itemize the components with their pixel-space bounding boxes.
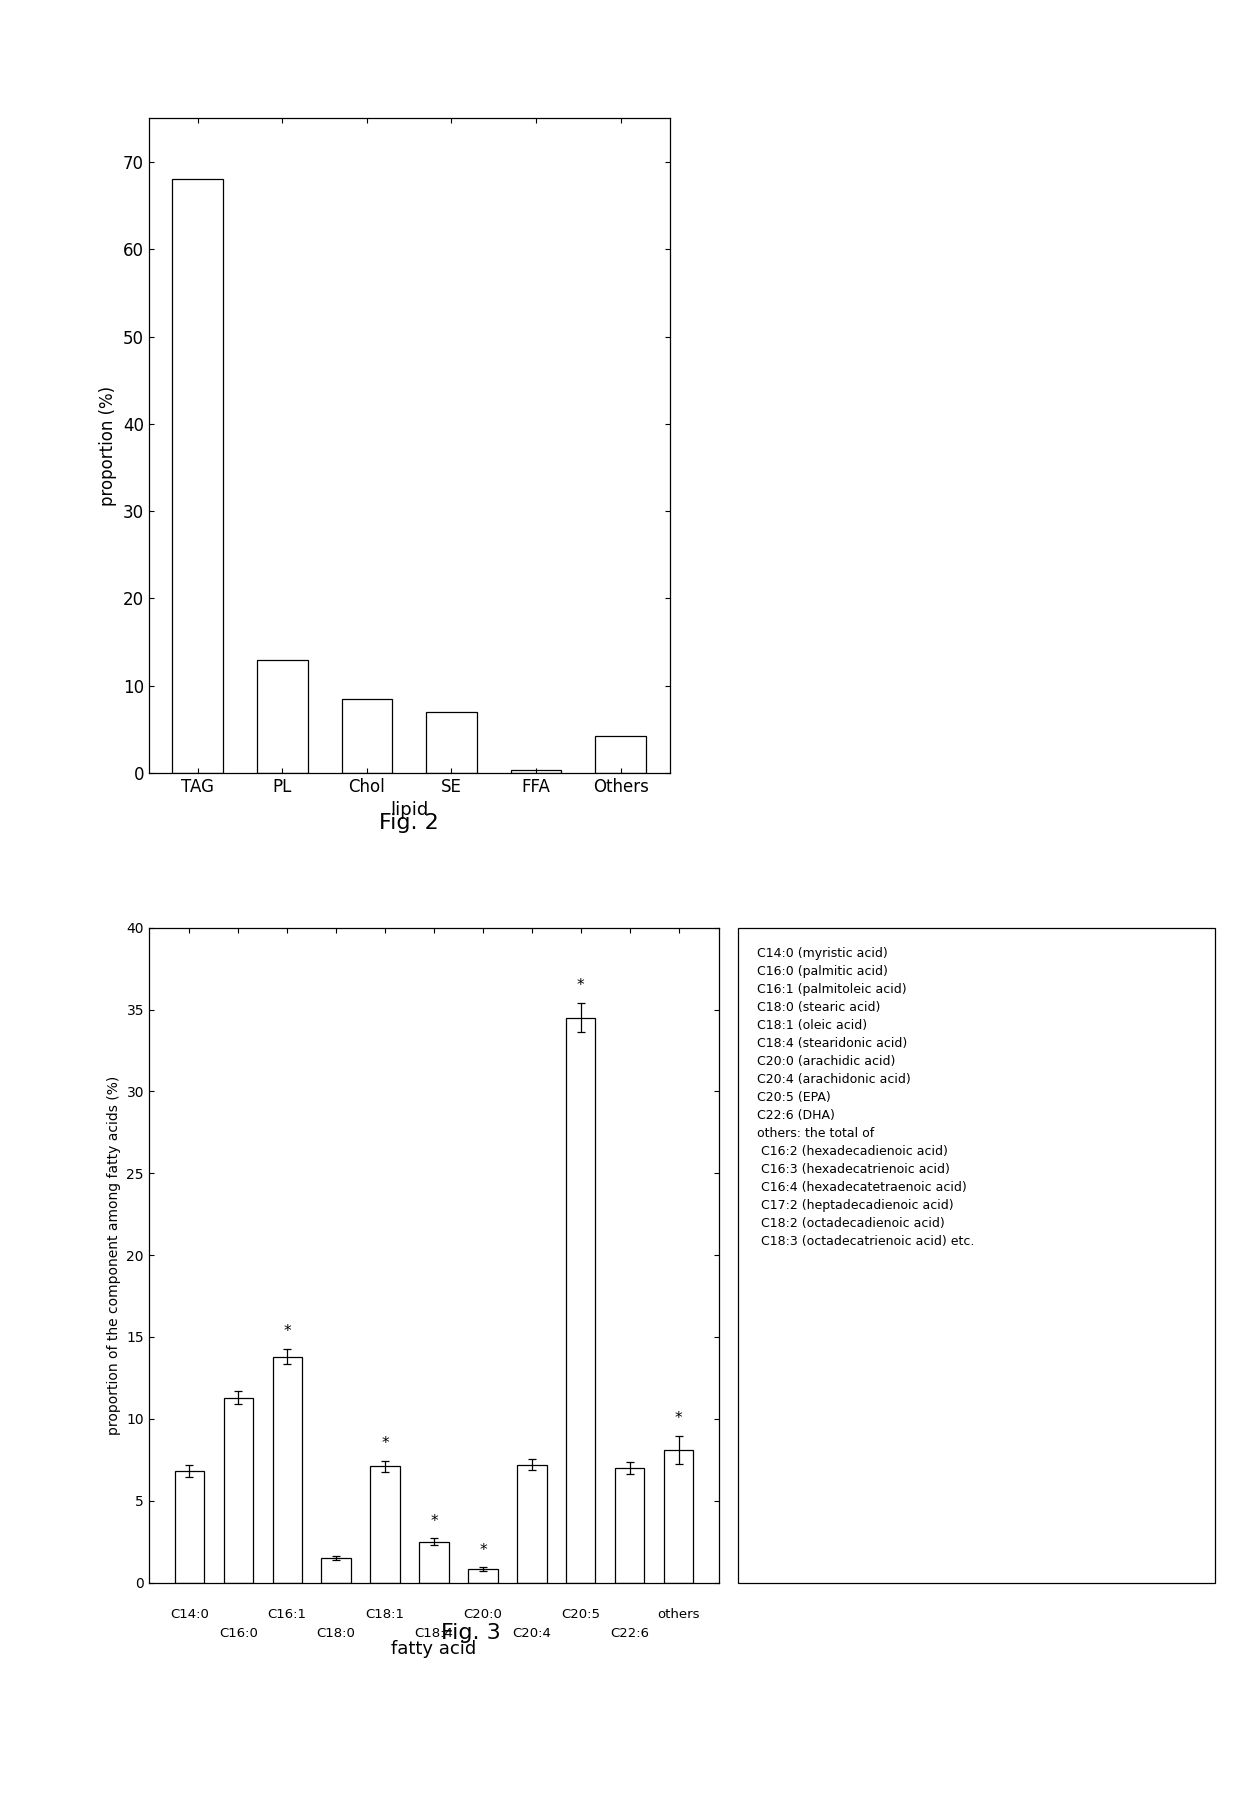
Bar: [595, 737, 646, 773]
Bar: [257, 660, 308, 773]
Text: C22:6: C22:6: [610, 1626, 650, 1641]
Text: *: *: [577, 979, 584, 993]
Text: others: others: [657, 1608, 699, 1621]
Bar: [517, 1464, 547, 1583]
Bar: [511, 771, 562, 773]
Text: C20:4: C20:4: [512, 1626, 552, 1641]
Text: Fig. 3: Fig. 3: [441, 1623, 501, 1643]
Bar: [663, 1450, 693, 1583]
Text: C16:0: C16:0: [219, 1626, 258, 1641]
Bar: [419, 1543, 449, 1583]
Bar: [321, 1557, 351, 1583]
Bar: [371, 1466, 399, 1583]
Bar: [175, 1472, 205, 1583]
Text: C20:5: C20:5: [562, 1608, 600, 1621]
Bar: [341, 698, 392, 773]
Text: C20:0: C20:0: [464, 1608, 502, 1621]
Text: C18:4: C18:4: [414, 1626, 454, 1641]
Bar: [615, 1468, 645, 1583]
Text: C18:0: C18:0: [316, 1626, 356, 1641]
Text: *: *: [381, 1435, 389, 1452]
Bar: [567, 1019, 595, 1583]
Bar: [469, 1570, 497, 1583]
Text: C14:0: C14:0: [170, 1608, 208, 1621]
Text: *: *: [284, 1324, 291, 1339]
Text: *: *: [430, 1513, 438, 1528]
Text: *: *: [675, 1412, 682, 1426]
Text: *: *: [479, 1543, 487, 1557]
X-axis label: fatty acid: fatty acid: [392, 1641, 476, 1659]
Bar: [427, 711, 477, 773]
Y-axis label: proportion (%): proportion (%): [99, 386, 118, 506]
Text: C16:1: C16:1: [268, 1608, 306, 1621]
Text: C14:0 (myristic acid)
C16:0 (palmitic acid)
C16:1 (palmitoleic acid)
C18:0 (stea: C14:0 (myristic acid) C16:0 (palmitic ac…: [756, 948, 975, 1248]
X-axis label: lipid: lipid: [391, 802, 428, 820]
FancyBboxPatch shape: [738, 928, 1215, 1583]
Text: C18:1: C18:1: [366, 1608, 404, 1621]
Bar: [172, 180, 223, 773]
Y-axis label: proportion of the component among fatty acids (%): proportion of the component among fatty …: [107, 1075, 120, 1435]
Text: Fig. 2: Fig. 2: [379, 813, 439, 833]
Bar: [223, 1397, 253, 1583]
Bar: [273, 1357, 301, 1583]
